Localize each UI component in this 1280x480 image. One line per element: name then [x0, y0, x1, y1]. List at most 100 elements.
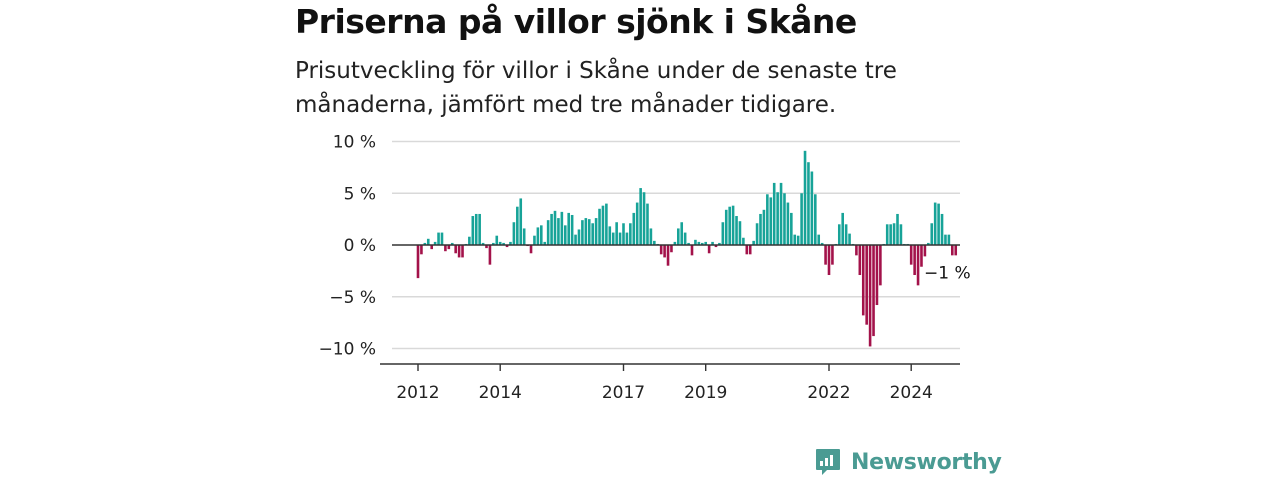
x-tick-label: 2019 [684, 383, 727, 403]
bar [670, 245, 673, 253]
bar [437, 232, 440, 245]
bar [581, 220, 584, 245]
bar [810, 171, 814, 245]
bar [892, 223, 896, 245]
bar [831, 245, 834, 265]
bars [416, 150, 958, 347]
bar [567, 212, 570, 245]
bar [502, 242, 505, 245]
bar [450, 242, 454, 245]
bar [488, 245, 492, 265]
brand-name: Newsworthy [851, 449, 1002, 475]
bar [629, 223, 632, 245]
bar [478, 213, 481, 245]
bar [598, 208, 601, 246]
bar [618, 232, 622, 245]
bar [844, 224, 848, 245]
bar [783, 193, 786, 245]
bar [683, 232, 687, 245]
x-tick-label: 2022 [807, 383, 850, 403]
bar [861, 245, 865, 316]
bar [461, 245, 464, 258]
x-tick-label: 2014 [479, 383, 522, 403]
bar [447, 245, 451, 250]
bar [680, 222, 684, 245]
bar [920, 245, 923, 267]
bar [632, 212, 636, 245]
bar [923, 245, 927, 257]
bar [653, 240, 656, 245]
bar [899, 224, 903, 245]
bar [635, 202, 639, 245]
bar [673, 241, 677, 245]
chart-subtitle: Prisutveckling för villor i Skåne under … [295, 58, 897, 118]
bar [440, 232, 444, 245]
bar [687, 242, 690, 245]
bar [885, 224, 889, 245]
bar [940, 213, 944, 245]
bar [591, 223, 594, 245]
bar [933, 202, 937, 245]
bar [625, 232, 629, 245]
bar [796, 235, 800, 245]
bar [663, 245, 666, 258]
bar [820, 242, 824, 245]
newsworthy-logo[interactable]: Newsworthy [815, 446, 1002, 478]
bar [512, 222, 516, 245]
bar [748, 245, 752, 255]
bar [430, 245, 433, 250]
y-tick-label: 0 % [344, 236, 376, 256]
bar [718, 242, 721, 245]
bar [677, 228, 680, 245]
bar [752, 240, 755, 245]
bar [550, 213, 553, 245]
bar [529, 245, 533, 254]
bar [584, 218, 588, 245]
bar [601, 205, 605, 245]
bar [707, 245, 711, 254]
bar [557, 218, 560, 245]
tick-labels: 10 % 5 % 0 % −5 % −10 % 2012 2014 2017 2019 2022 2… [319, 133, 971, 404]
bar [776, 192, 779, 245]
bar [474, 213, 478, 245]
bar [793, 234, 797, 245]
bar [516, 206, 519, 245]
bar [704, 241, 707, 245]
bar [738, 221, 742, 245]
x-tick-label: 2024 [890, 383, 933, 403]
bar [659, 245, 663, 255]
bar [731, 205, 735, 245]
bar [553, 210, 557, 245]
newsworthy-logo-icon [816, 449, 840, 475]
bar [543, 241, 547, 245]
y-tick-label: 5 % [344, 184, 376, 204]
bar [468, 236, 471, 245]
bar [858, 245, 862, 276]
bar [772, 182, 776, 245]
bar [755, 223, 759, 245]
bar [574, 234, 577, 245]
bar [896, 213, 899, 245]
bar [766, 194, 769, 245]
x-tick-label: 2012 [396, 383, 439, 403]
bar [560, 211, 564, 245]
bar [930, 223, 934, 245]
bar [577, 229, 581, 245]
bar [807, 162, 810, 245]
y-tick-label: −5 % [329, 288, 376, 308]
bar [498, 241, 502, 245]
bar [522, 228, 526, 245]
bar [827, 245, 831, 276]
bar [745, 245, 749, 255]
bar-chart: 10 % 5 % 0 % −5 % −10 % 2012 2014 2017 2019 2022 2… [319, 133, 971, 404]
bar [485, 245, 488, 249]
bar [951, 245, 954, 256]
bar [879, 245, 882, 286]
x-tick-label: 2017 [602, 383, 645, 403]
bar [937, 203, 940, 245]
bar [639, 188, 642, 245]
bar [724, 209, 728, 245]
bar [848, 233, 851, 245]
bar [913, 245, 916, 276]
bar [536, 227, 540, 245]
